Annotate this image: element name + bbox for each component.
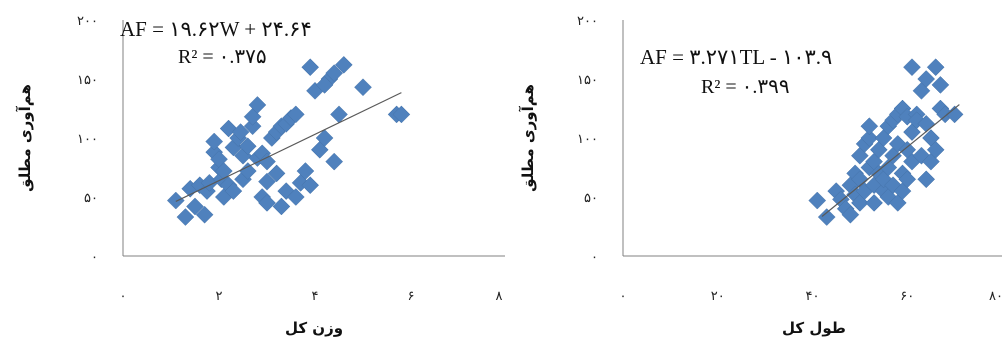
data-point xyxy=(325,64,344,82)
tick-group: ٠ ۵٠ ١٠٠ ١۵٠ ٢٠٠ ٠ ٢ ۴ ۶ ٨ xyxy=(77,14,502,304)
y-tick-label: ١۵٠ xyxy=(77,73,98,88)
data-point xyxy=(224,182,243,200)
data-point xyxy=(917,170,936,189)
data-point xyxy=(214,162,233,180)
data-point xyxy=(248,96,267,114)
r-squared: R² = ٠.٣٩٩ xyxy=(701,76,790,98)
x-tick-label: ٨٠ xyxy=(989,289,1002,304)
regression-equation: AF = ١٩.۶٢W + ٢۴.۶۴ xyxy=(120,17,312,41)
x-tick-label: ۶٠ xyxy=(900,289,914,304)
data-point xyxy=(286,188,305,206)
data-point xyxy=(272,197,291,216)
data-point xyxy=(392,105,411,124)
data-point xyxy=(354,78,372,97)
y-tick-label: ٢٠٠ xyxy=(577,14,598,29)
tick-group: ٠ ۵٠ ١٠٠ ١۵٠ ٢٠٠ ٠ ٢٠ ۴٠ ۶٠ ٨٠ xyxy=(577,14,1002,304)
x-tick-label: ۴٠ xyxy=(806,289,820,304)
data-point xyxy=(195,205,214,224)
data-point xyxy=(286,105,305,124)
trendline xyxy=(175,92,402,202)
y-tick-label: ٢٠٠ xyxy=(77,14,98,29)
data-point xyxy=(808,191,827,210)
y-tick-label: ١٠٠ xyxy=(577,132,598,147)
y-tick-label: ٠ xyxy=(591,250,598,265)
x-tick-label: ۶ xyxy=(408,289,415,304)
data-point xyxy=(238,162,257,180)
x-tick-label: ٨ xyxy=(496,289,503,304)
data-point xyxy=(898,170,917,189)
y-tick-label: ١۵٠ xyxy=(577,73,598,88)
data-point xyxy=(301,176,320,195)
data-point xyxy=(898,140,917,159)
data-point xyxy=(903,123,921,141)
chart-weight-vs-fecundity: ٠ ۵٠ ١٠٠ ١۵٠ ٢٠٠ ٠ ٢ ۴ ۶ ٨ AF = ١٩.۶٢W + ٢۴.۶۴ R²… xyxy=(16,14,505,337)
data-point xyxy=(926,140,945,159)
x-axis-label: وزن کل xyxy=(285,319,343,337)
data-point xyxy=(817,208,836,226)
y-tick-label: ٠ xyxy=(91,250,98,265)
data-point xyxy=(296,162,315,180)
x-tick-label: ٠ xyxy=(620,289,627,304)
data-point xyxy=(931,76,950,94)
data-point xyxy=(315,76,334,94)
data-point xyxy=(860,117,879,136)
y-axis-label: هم‌آوری مطلق xyxy=(16,84,34,192)
y-tick-label: ۵٠ xyxy=(584,191,598,206)
data-point xyxy=(166,191,185,210)
x-tick-label: ٢ xyxy=(216,289,223,304)
x-tick-label: ۴ xyxy=(312,289,319,304)
data-point xyxy=(301,58,320,77)
points-group xyxy=(808,58,964,226)
data-point xyxy=(860,129,879,147)
data-point xyxy=(258,194,276,212)
data-point xyxy=(917,70,936,88)
x-tick-label: ٠ xyxy=(120,289,127,304)
data-point xyxy=(238,137,257,156)
data-point xyxy=(841,205,860,224)
data-point xyxy=(945,105,964,124)
data-point xyxy=(258,152,276,171)
r-squared: R² = ٠.٣٧۵ xyxy=(178,46,267,68)
data-point xyxy=(315,129,334,147)
data-point xyxy=(231,123,250,141)
data-point xyxy=(258,172,276,191)
chart-length-vs-fecundity: ٠ ۵٠ ١٠٠ ١۵٠ ٢٠٠ ٠ ٢٠ ۴٠ ۶٠ ٨٠ AF = ٣.٢٧١TL - ١٠٣… xyxy=(505,0,1002,340)
chart-length-svg: ٠ ۵٠ ١٠٠ ١۵٠ ٢٠٠ ٠ ٢٠ ۴٠ ۶٠ ٨٠ AF = ٣.٢٧١TL - ١٠٣… xyxy=(519,14,1002,337)
y-tick-label: ١٠٠ xyxy=(77,132,98,147)
data-point xyxy=(903,58,921,77)
data-point xyxy=(865,194,883,212)
data-point xyxy=(334,55,353,74)
regression-equation: AF = ٣.٢٧١TL - ١٠٣.٩ xyxy=(640,45,832,69)
data-point xyxy=(325,152,344,171)
trendline xyxy=(821,104,960,217)
x-axis-label: طول کل xyxy=(782,319,846,337)
data-point xyxy=(176,208,195,226)
data-point xyxy=(267,164,286,183)
chart-weight-svg: ٠ ۵٠ ١٠٠ ١۵٠ ٢٠٠ ٠ ٢ ۴ ۶ ٨ AF = ١٩.۶٢W + ٢۴.۶۴ R²… xyxy=(16,14,505,337)
data-point xyxy=(186,197,204,216)
y-tick-label: ۵٠ xyxy=(84,191,98,206)
x-tick-label: ٢٠ xyxy=(711,289,725,304)
data-point xyxy=(243,117,262,136)
data-point xyxy=(926,58,945,77)
points-group xyxy=(166,55,411,226)
data-point xyxy=(205,132,224,151)
y-axis-label: هم‌آوری مطلق xyxy=(519,84,537,192)
